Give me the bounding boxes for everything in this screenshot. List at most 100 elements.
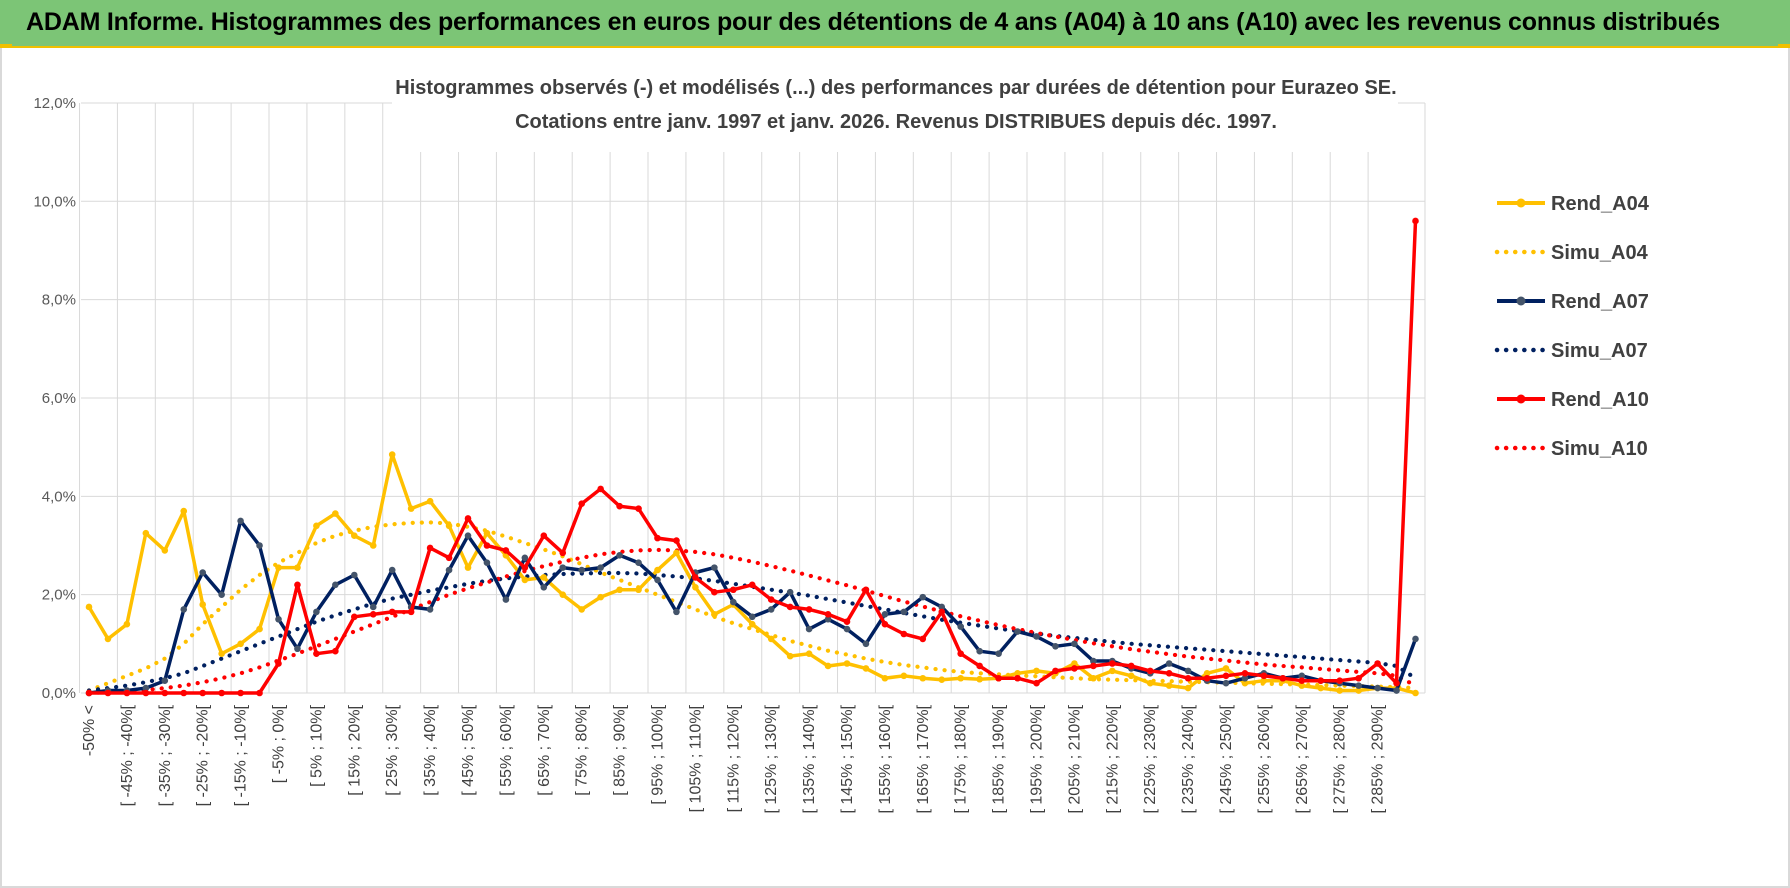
data-point: [748, 581, 756, 589]
data-point: [730, 598, 737, 606]
data-point: [483, 559, 491, 566]
legend: Rend_A04 Simu_A04 Rend_A07 Simu_A07 Rend_A10…: [1476, 154, 1676, 526]
x-tick-label: -50% <: [81, 705, 98, 756]
data-point: [862, 665, 870, 672]
data-point: [805, 625, 813, 633]
data-point: [1241, 679, 1249, 687]
data-point: [1090, 662, 1097, 670]
x-tick-label: [ -35% ; -30%[: [157, 704, 174, 806]
x-tick-label: [ 115% ; 120%[: [725, 704, 742, 812]
legend-label: Rend_A04: [1551, 193, 1650, 215]
data-point: [388, 566, 396, 574]
legend-label: Simu_A10: [1551, 438, 1648, 460]
data-point: [1184, 684, 1192, 692]
data-point: [597, 593, 604, 601]
data-point: [635, 586, 642, 594]
data-point: [843, 618, 851, 626]
data-point: [123, 620, 131, 628]
data-point: [142, 689, 150, 697]
chart-title: Histogrammes observés (-) et modélisés (…: [395, 77, 1396, 99]
data-point: [900, 630, 908, 638]
data-point: [445, 522, 453, 530]
data-point: [1071, 640, 1078, 648]
data-point: [1184, 674, 1192, 682]
data-point: [1033, 667, 1040, 675]
y-tick-label: 2,0%: [42, 587, 76, 604]
data-point: [900, 608, 908, 616]
data-point: [237, 689, 244, 697]
data-point: [161, 677, 169, 685]
y-tick-label: 4,0%: [42, 488, 76, 505]
data-point: [521, 564, 529, 571]
data-point: [218, 689, 225, 697]
legend-marker: [1516, 296, 1526, 306]
data-point: [578, 500, 585, 507]
data-point: [976, 647, 983, 655]
data-point: [748, 620, 756, 628]
y-axis: 0,0% 2,0% 4,0% 6,0% 8,0% 10,0% 12,0%: [33, 95, 76, 702]
data-point: [426, 497, 434, 505]
data-point: [502, 547, 510, 554]
data-point: [1412, 217, 1419, 225]
y-tick-label: 8,0%: [42, 292, 76, 309]
data-point: [104, 689, 112, 697]
data-point: [1317, 677, 1325, 685]
x-tick-label: [ 275% ; 280%[: [1332, 704, 1349, 813]
data-point: [1203, 674, 1211, 682]
grid-lines: [79, 102, 1426, 694]
data-point: [1260, 672, 1268, 680]
legend-label: Rend_A10: [1551, 389, 1649, 411]
data-point: [730, 586, 737, 594]
x-tick-label: [ 135% ; 140%[: [801, 704, 818, 813]
legend-label: Rend_A07: [1551, 291, 1649, 313]
data-point: [957, 674, 964, 682]
data-point: [1298, 672, 1306, 680]
legend-label: Simu_A04: [1551, 242, 1649, 264]
data-point: [654, 566, 661, 574]
data-point: [369, 542, 377, 549]
data-point: [199, 569, 206, 576]
data-point: [786, 588, 794, 596]
x-tick-label: [ 105% ; 110%[: [687, 704, 704, 812]
report-title: ADAM Informe. Histogrammes des performan…: [26, 8, 1720, 36]
data-point: [1014, 670, 1021, 677]
data-point: [407, 505, 415, 512]
data-point: [976, 662, 983, 670]
legend-marker: [1516, 198, 1526, 208]
x-tick-label: [ 75% ; 80%[: [574, 704, 591, 795]
data-point: [275, 660, 282, 667]
data-point: [275, 615, 282, 623]
data-point: [351, 532, 358, 539]
data-point: [161, 689, 169, 697]
title-background: [392, 66, 1398, 152]
data-point: [711, 588, 718, 596]
data-point: [218, 650, 225, 657]
x-tick-label: [ 5% ; 10%[: [308, 704, 325, 786]
data-point: [1222, 679, 1230, 687]
data-point: [1052, 642, 1059, 650]
x-tick-label: [ 25% ; 30%[: [384, 704, 401, 795]
data-point: [142, 529, 150, 537]
data-point: [881, 620, 889, 628]
series-Rend_A10: [85, 217, 1419, 697]
x-tick-label: [ 175% ; 180%[: [953, 704, 970, 813]
x-tick-label: [ 215% ; 220%[: [1104, 704, 1121, 813]
data-point: [521, 554, 529, 562]
data-point: [1222, 665, 1230, 672]
data-point: [521, 576, 529, 584]
data-point: [767, 596, 775, 603]
data-point: [1146, 679, 1154, 687]
x-tick-label: [ 245% ; 250%[: [1218, 704, 1235, 813]
data-point: [881, 611, 889, 618]
data-point: [616, 586, 623, 594]
data-point: [1090, 674, 1097, 682]
data-point: [332, 581, 339, 589]
data-point: [104, 635, 112, 643]
x-tick-label: [ 195% ; 200%[: [1029, 704, 1046, 813]
data-point: [1165, 682, 1173, 689]
data-point: [559, 564, 567, 571]
legend-background: [1476, 154, 1676, 526]
data-point: [578, 566, 585, 574]
data-point: [559, 549, 567, 557]
data-point: [237, 640, 244, 648]
